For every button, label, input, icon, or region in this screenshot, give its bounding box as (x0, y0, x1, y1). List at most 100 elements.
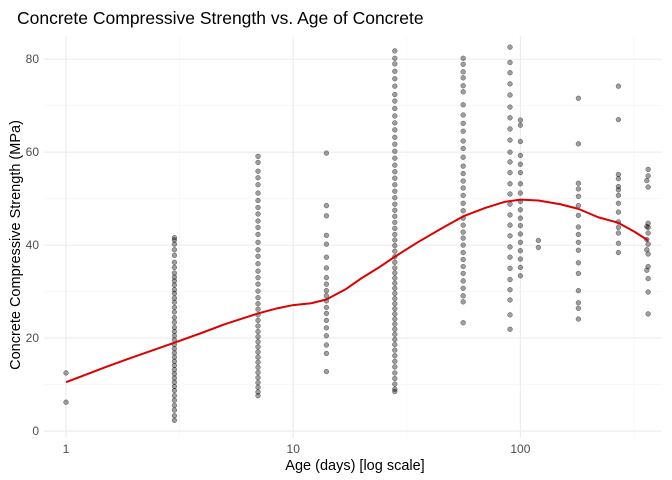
data-point (644, 267, 650, 273)
data-point (392, 336, 398, 343)
data-point (171, 278, 178, 284)
data-point (460, 61, 466, 67)
data-point (517, 248, 524, 254)
data-point (517, 152, 524, 159)
data-point (392, 76, 398, 82)
data-point (507, 92, 513, 98)
data-point (517, 181, 524, 187)
data-point (255, 275, 261, 281)
data-point (507, 137, 513, 143)
x-tick-label: 100 (510, 442, 530, 456)
data-point (171, 413, 178, 419)
data-point (507, 115, 513, 121)
data-point (255, 393, 261, 399)
data-point (171, 371, 178, 377)
data-point (323, 350, 330, 357)
chart-title: Concrete Compressive Strength vs. Age of… (17, 8, 424, 28)
x-axis-ticks: 1 10 100 (63, 442, 531, 456)
data-point (392, 201, 398, 207)
data-point (392, 61, 398, 67)
y-tick-label: 0 (32, 424, 39, 438)
data-point (507, 59, 513, 66)
data-point (517, 231, 524, 237)
data-point (255, 204, 261, 211)
data-point (171, 346, 178, 352)
data-point (255, 354, 261, 360)
data-point (255, 175, 261, 181)
data-point (63, 370, 69, 376)
data-point (171, 287, 178, 293)
x-axis-label: Age (days) [log scale] (285, 458, 424, 474)
data-point (63, 399, 69, 405)
data-point (645, 220, 651, 226)
data-point (460, 138, 466, 144)
data-point (392, 219, 398, 226)
data-point (392, 162, 398, 168)
data-point (615, 187, 622, 193)
data-point (507, 265, 513, 272)
data-point (517, 239, 524, 245)
data-point (171, 354, 178, 360)
data-point (255, 369, 261, 376)
data-point (535, 244, 542, 251)
data-point (171, 417, 178, 423)
data-point (255, 247, 261, 253)
data-point (645, 251, 651, 257)
data-point (507, 326, 513, 332)
data-point (255, 374, 261, 381)
data-point (615, 224, 622, 231)
data-point (255, 268, 261, 274)
data-point (575, 186, 582, 192)
data-point (171, 309, 178, 315)
data-point (255, 281, 261, 287)
data-point (171, 367, 178, 373)
data-point (392, 285, 398, 292)
data-point (171, 333, 178, 339)
data-point (615, 192, 622, 199)
data-point (255, 288, 261, 294)
data-point (507, 81, 513, 87)
data-point (323, 265, 330, 271)
data-point (255, 349, 261, 355)
data-point (460, 293, 466, 299)
data-point (645, 173, 651, 179)
data-point (615, 171, 622, 178)
data-point (507, 181, 513, 187)
data-point (171, 274, 178, 280)
data-point (460, 249, 466, 256)
data-point (575, 300, 582, 306)
data-point (507, 201, 513, 207)
data-point (460, 163, 466, 169)
data-point (392, 321, 398, 327)
data-point (323, 232, 330, 239)
data-point (392, 347, 398, 353)
data-point (507, 169, 513, 176)
data-point (255, 224, 261, 231)
data-point (171, 270, 178, 276)
data-point (171, 264, 178, 271)
data-point (171, 362, 178, 369)
data-point (255, 211, 261, 217)
data-point (575, 224, 582, 230)
trend-line-layer (65, 198, 649, 384)
data-point (507, 233, 513, 239)
data-point (615, 176, 622, 182)
data-point (392, 98, 398, 104)
data-point (460, 299, 466, 305)
data-point (392, 248, 398, 254)
data-point (645, 230, 651, 236)
data-point (392, 127, 398, 133)
data-point (392, 290, 398, 297)
data-point (460, 178, 466, 184)
data-point (645, 241, 651, 247)
data-point (392, 175, 398, 181)
data-point (460, 242, 466, 248)
data-point (460, 102, 466, 108)
data-point (255, 334, 261, 340)
trend-line (65, 198, 649, 384)
data-point (392, 225, 398, 232)
data-point (535, 237, 542, 244)
data-point (460, 263, 466, 270)
data-point (171, 375, 178, 381)
data-point (460, 256, 466, 263)
